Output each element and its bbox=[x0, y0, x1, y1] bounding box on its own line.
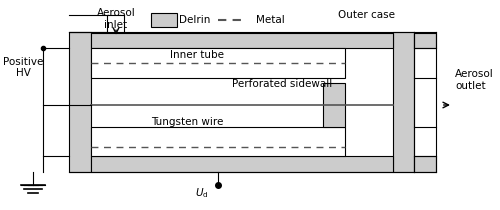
Text: Inner tube: Inner tube bbox=[170, 50, 224, 60]
FancyBboxPatch shape bbox=[414, 33, 436, 48]
FancyBboxPatch shape bbox=[324, 83, 345, 127]
Text: Tungsten wire: Tungsten wire bbox=[150, 117, 223, 127]
Text: Perforated sidewall: Perforated sidewall bbox=[232, 79, 332, 89]
Text: $U_{\mathrm{d}}$: $U_{\mathrm{d}}$ bbox=[194, 186, 208, 200]
FancyBboxPatch shape bbox=[150, 13, 177, 27]
FancyBboxPatch shape bbox=[69, 32, 90, 172]
FancyBboxPatch shape bbox=[90, 127, 345, 156]
Text: Outer case: Outer case bbox=[338, 10, 395, 20]
FancyBboxPatch shape bbox=[90, 156, 393, 172]
Text: Positive
HV: Positive HV bbox=[3, 57, 43, 78]
Text: Delrin: Delrin bbox=[180, 15, 210, 25]
FancyBboxPatch shape bbox=[90, 33, 393, 48]
FancyBboxPatch shape bbox=[90, 48, 345, 78]
FancyBboxPatch shape bbox=[414, 156, 436, 172]
Text: Metal: Metal bbox=[256, 15, 285, 25]
FancyBboxPatch shape bbox=[393, 32, 414, 172]
Text: Aerosol
inlet: Aerosol inlet bbox=[96, 8, 136, 30]
Text: Aerosol
outlet: Aerosol outlet bbox=[455, 69, 494, 91]
